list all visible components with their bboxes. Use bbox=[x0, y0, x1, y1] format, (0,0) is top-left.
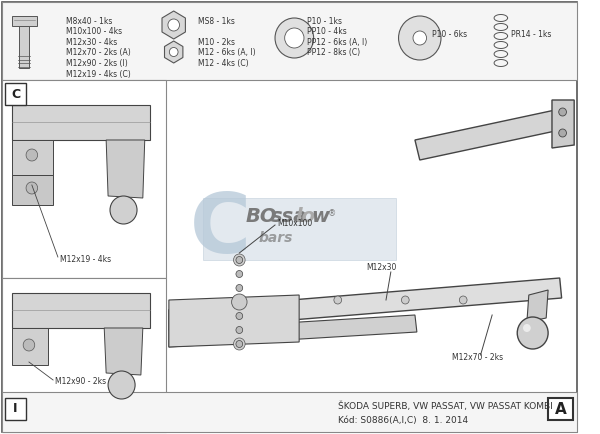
Circle shape bbox=[233, 338, 245, 350]
Bar bbox=[203, 198, 395, 260]
Text: lo: lo bbox=[295, 207, 315, 227]
Polygon shape bbox=[11, 175, 53, 205]
Circle shape bbox=[284, 28, 304, 48]
Bar bbox=[548, 398, 573, 420]
Circle shape bbox=[236, 285, 242, 292]
Circle shape bbox=[236, 341, 242, 348]
Polygon shape bbox=[104, 328, 143, 375]
Text: C: C bbox=[190, 190, 251, 270]
Circle shape bbox=[559, 108, 566, 116]
Polygon shape bbox=[552, 100, 574, 148]
Polygon shape bbox=[415, 108, 569, 160]
Circle shape bbox=[517, 317, 548, 349]
Text: M12x70 - 2ks (A): M12x70 - 2ks (A) bbox=[65, 49, 130, 57]
Text: Kód: S0886(A,I,C)  8. 1. 2014: Kód: S0886(A,I,C) 8. 1. 2014 bbox=[338, 417, 468, 425]
Circle shape bbox=[236, 326, 242, 333]
Text: M12 - 4ks (C): M12 - 4ks (C) bbox=[198, 59, 248, 68]
Text: PP10 - 4ks: PP10 - 4ks bbox=[307, 27, 347, 36]
Polygon shape bbox=[11, 105, 149, 140]
Circle shape bbox=[401, 296, 409, 304]
Text: PR14 - 1ks: PR14 - 1ks bbox=[511, 30, 552, 39]
Polygon shape bbox=[164, 41, 183, 63]
Text: M12x70 - 2ks: M12x70 - 2ks bbox=[452, 354, 503, 362]
Polygon shape bbox=[11, 328, 48, 365]
Bar bbox=[5, 398, 26, 420]
Bar bbox=[2, 2, 577, 80]
Bar bbox=[5, 83, 26, 105]
Text: I: I bbox=[13, 402, 17, 415]
Text: M12 - 6ks (A, I): M12 - 6ks (A, I) bbox=[198, 49, 256, 57]
Circle shape bbox=[168, 19, 179, 31]
Text: M10 - 2ks: M10 - 2ks bbox=[198, 38, 235, 47]
Circle shape bbox=[108, 371, 135, 399]
Circle shape bbox=[398, 16, 441, 60]
Polygon shape bbox=[106, 140, 145, 198]
Text: ®: ® bbox=[328, 210, 337, 218]
Circle shape bbox=[413, 31, 427, 45]
Polygon shape bbox=[527, 290, 548, 322]
Text: M10x100: M10x100 bbox=[277, 218, 312, 227]
Bar bbox=[2, 278, 166, 432]
Text: PP12 - 6ks (A, I): PP12 - 6ks (A, I) bbox=[307, 38, 367, 47]
Circle shape bbox=[334, 296, 341, 304]
Circle shape bbox=[236, 312, 242, 319]
Text: M12x30: M12x30 bbox=[367, 263, 397, 273]
Text: M10x100 - 4ks: M10x100 - 4ks bbox=[65, 27, 122, 36]
Circle shape bbox=[232, 294, 247, 310]
Circle shape bbox=[236, 270, 242, 277]
Bar bbox=[2, 80, 166, 278]
Polygon shape bbox=[11, 16, 37, 26]
Polygon shape bbox=[169, 278, 562, 330]
Circle shape bbox=[236, 299, 242, 306]
Text: M12x90 - 2ks (I): M12x90 - 2ks (I) bbox=[65, 59, 127, 68]
Polygon shape bbox=[169, 315, 417, 347]
Circle shape bbox=[460, 296, 467, 304]
Text: M12x19 - 4ks (C): M12x19 - 4ks (C) bbox=[65, 69, 130, 79]
Text: PP12 - 8ks (C): PP12 - 8ks (C) bbox=[307, 49, 360, 57]
Polygon shape bbox=[11, 293, 149, 328]
Polygon shape bbox=[169, 295, 299, 347]
Text: BO: BO bbox=[246, 207, 278, 227]
Circle shape bbox=[26, 182, 38, 194]
Circle shape bbox=[169, 47, 178, 56]
Circle shape bbox=[523, 324, 531, 332]
Text: bars: bars bbox=[259, 231, 293, 245]
Circle shape bbox=[110, 196, 137, 224]
Circle shape bbox=[559, 129, 566, 137]
Text: M12x30 - 4ks: M12x30 - 4ks bbox=[65, 38, 117, 47]
Circle shape bbox=[233, 254, 245, 266]
Text: A: A bbox=[555, 401, 566, 417]
Text: M12x90 - 2ks: M12x90 - 2ks bbox=[55, 378, 106, 387]
Text: ssa: ssa bbox=[271, 207, 308, 227]
Polygon shape bbox=[11, 140, 53, 175]
Text: MS8 - 1ks: MS8 - 1ks bbox=[198, 17, 235, 26]
Text: C: C bbox=[11, 88, 20, 101]
Circle shape bbox=[236, 256, 242, 263]
Text: M8x40 - 1ks: M8x40 - 1ks bbox=[65, 17, 112, 26]
Text: M12x19 - 4ks: M12x19 - 4ks bbox=[60, 254, 111, 263]
Text: P10 - 6ks: P10 - 6ks bbox=[433, 30, 467, 39]
Circle shape bbox=[23, 339, 35, 351]
Bar bbox=[2, 392, 577, 432]
Polygon shape bbox=[162, 11, 185, 39]
Circle shape bbox=[26, 149, 38, 161]
Text: w: w bbox=[311, 207, 329, 227]
Text: ŠKODA SUPERB, VW PASSAT, VW PASSAT KOMBI: ŠKODA SUPERB, VW PASSAT, VW PASSAT KOMBI bbox=[338, 401, 553, 411]
Text: P10 - 1ks: P10 - 1ks bbox=[307, 17, 342, 26]
Polygon shape bbox=[19, 26, 29, 68]
Circle shape bbox=[275, 18, 314, 58]
